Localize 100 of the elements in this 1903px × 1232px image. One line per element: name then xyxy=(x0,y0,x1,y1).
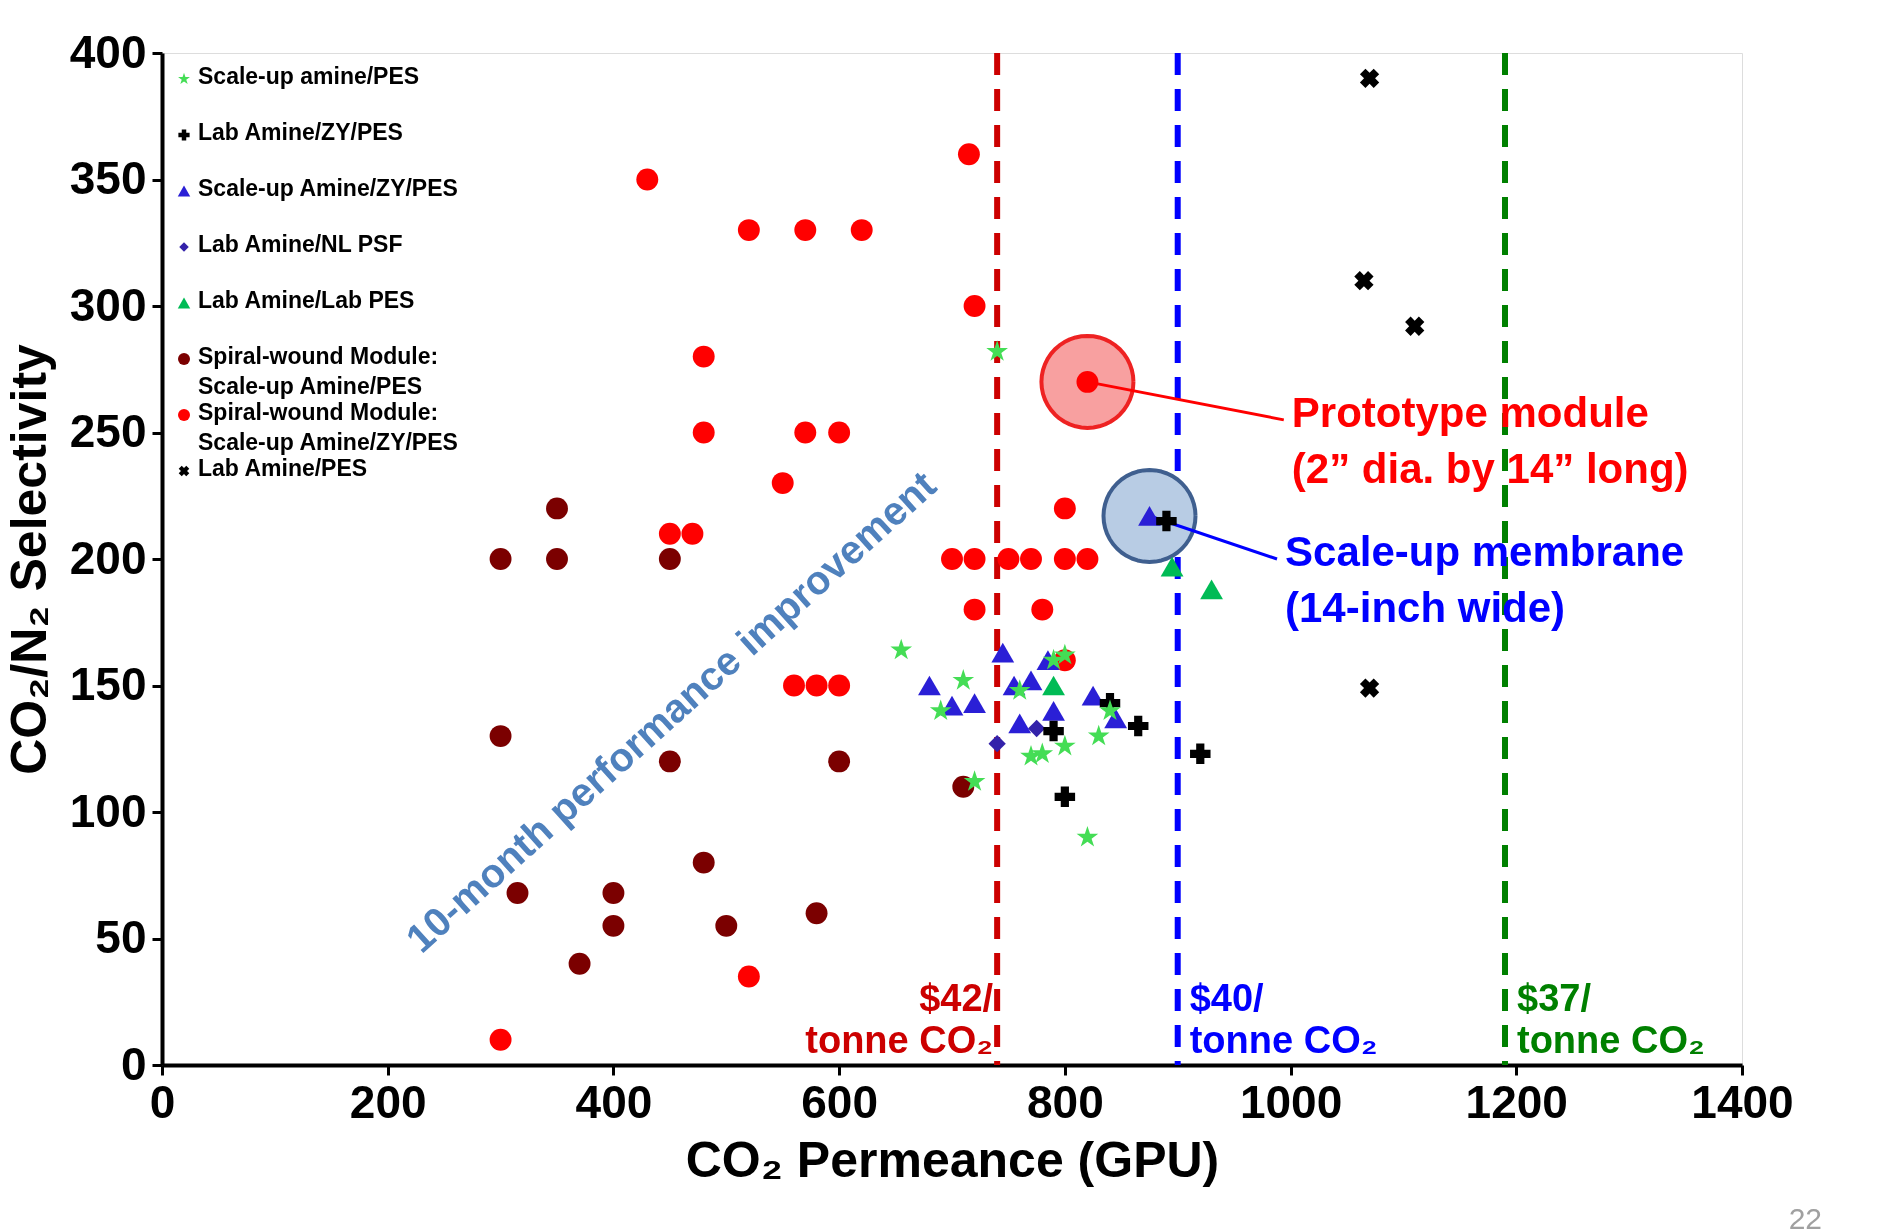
y-axis-title: CO₂/N₂ Selectivity xyxy=(0,343,57,775)
point xyxy=(963,693,986,714)
point xyxy=(1087,724,1110,746)
point xyxy=(546,497,568,520)
x-tick-label: 1200 xyxy=(1465,1075,1568,1128)
point xyxy=(1054,786,1076,808)
point xyxy=(1160,556,1184,577)
y-tick-label: 150 xyxy=(69,658,147,710)
legend-label: Scale-up Amine/ZY/PES xyxy=(198,175,458,201)
point xyxy=(489,1028,512,1051)
point xyxy=(602,914,625,937)
point xyxy=(1076,825,1099,847)
point xyxy=(805,902,828,925)
point xyxy=(828,421,851,444)
y-tick-label: 200 xyxy=(69,531,147,584)
legend-label: Spiral-wound Module: Scale-up Amine/PES xyxy=(198,343,439,399)
y-tick-label: 0 xyxy=(120,1037,147,1090)
y-tick-label: 250 xyxy=(69,405,147,457)
point xyxy=(963,770,986,791)
point xyxy=(941,548,963,570)
point xyxy=(1042,675,1065,696)
point xyxy=(681,522,704,545)
x-tick-label: 400 xyxy=(575,1075,653,1128)
point xyxy=(952,669,975,690)
point xyxy=(1008,679,1031,700)
point xyxy=(1156,510,1177,532)
legend-label: Lab Amine/Lab PES xyxy=(198,287,415,313)
point xyxy=(658,548,681,570)
point xyxy=(986,340,1008,361)
point xyxy=(1190,743,1211,765)
point xyxy=(737,219,760,242)
legend-label: Lab Amine/NL PSF xyxy=(198,231,403,257)
legend-label: Spiral-wound Module: Scale-up Amine/ZY/PES xyxy=(198,399,458,455)
point xyxy=(918,675,941,696)
point xyxy=(692,851,715,874)
point xyxy=(963,598,986,621)
point xyxy=(1053,548,1076,570)
point xyxy=(1053,497,1076,520)
point xyxy=(783,674,805,697)
x-tick-label: 1000 xyxy=(1239,1075,1343,1128)
point xyxy=(794,421,817,444)
text: 22 xyxy=(1788,1202,1822,1232)
point xyxy=(1042,700,1065,721)
point xyxy=(1031,598,1054,621)
point xyxy=(1054,643,1076,665)
point xyxy=(1354,271,1374,291)
point xyxy=(1027,719,1046,738)
x-axis-title: CO₂ Permeance (GPU) xyxy=(685,1131,1220,1188)
point xyxy=(997,548,1020,570)
point xyxy=(489,725,512,748)
ref-line-label: $42/ tonne CO₂ xyxy=(805,977,994,1061)
point xyxy=(546,548,568,570)
y-tick-label: 300 xyxy=(69,278,147,331)
point xyxy=(1043,720,1064,742)
point xyxy=(1200,579,1223,600)
point xyxy=(1099,699,1121,721)
ref-line-label: $37/ tonne CO₂ xyxy=(1517,977,1705,1061)
point xyxy=(850,219,873,242)
legend-label: Lab Amine/PES xyxy=(198,455,368,481)
point xyxy=(1054,734,1076,756)
point xyxy=(988,735,1006,753)
point xyxy=(1405,316,1425,336)
point xyxy=(1008,713,1032,734)
legend-label: Scale-up amine/PES xyxy=(198,63,420,89)
point xyxy=(1020,548,1042,570)
point xyxy=(1031,742,1054,764)
point xyxy=(692,345,715,368)
y-tick-label: 100 xyxy=(69,784,147,837)
legend-label: Lab Amine/ZY/PES xyxy=(198,119,403,145)
y-tick-label: 350 xyxy=(69,152,147,204)
point xyxy=(568,952,591,975)
annotation: Prototype module (2” dia. by 14” long) xyxy=(1291,388,1689,492)
point xyxy=(805,674,828,697)
point xyxy=(991,642,1015,663)
point xyxy=(737,965,760,988)
point xyxy=(602,882,625,904)
point xyxy=(929,699,952,721)
point xyxy=(658,522,681,545)
point xyxy=(963,548,986,570)
y-tick-label: 400 xyxy=(69,25,147,78)
point xyxy=(1359,678,1380,698)
point xyxy=(715,914,738,937)
point xyxy=(963,295,986,317)
ref-line-label: $40/ tonne CO₂ xyxy=(1189,977,1378,1061)
point xyxy=(692,421,715,444)
annotation: Scale-up membrane (14-inch wide) xyxy=(1285,528,1685,631)
point xyxy=(1359,68,1380,88)
point xyxy=(1127,715,1149,737)
point xyxy=(794,219,817,242)
point xyxy=(489,548,512,570)
x-tick-label: 200 xyxy=(349,1075,427,1128)
point xyxy=(1076,548,1099,570)
x-tick-label: 800 xyxy=(1026,1075,1104,1128)
x-tick-label: 1400 xyxy=(1691,1075,1794,1128)
point xyxy=(828,674,851,697)
y-tick-label: 50 xyxy=(95,911,147,963)
point xyxy=(828,750,851,773)
point xyxy=(636,168,659,191)
x-tick-label: 600 xyxy=(801,1075,879,1128)
point xyxy=(957,143,980,166)
